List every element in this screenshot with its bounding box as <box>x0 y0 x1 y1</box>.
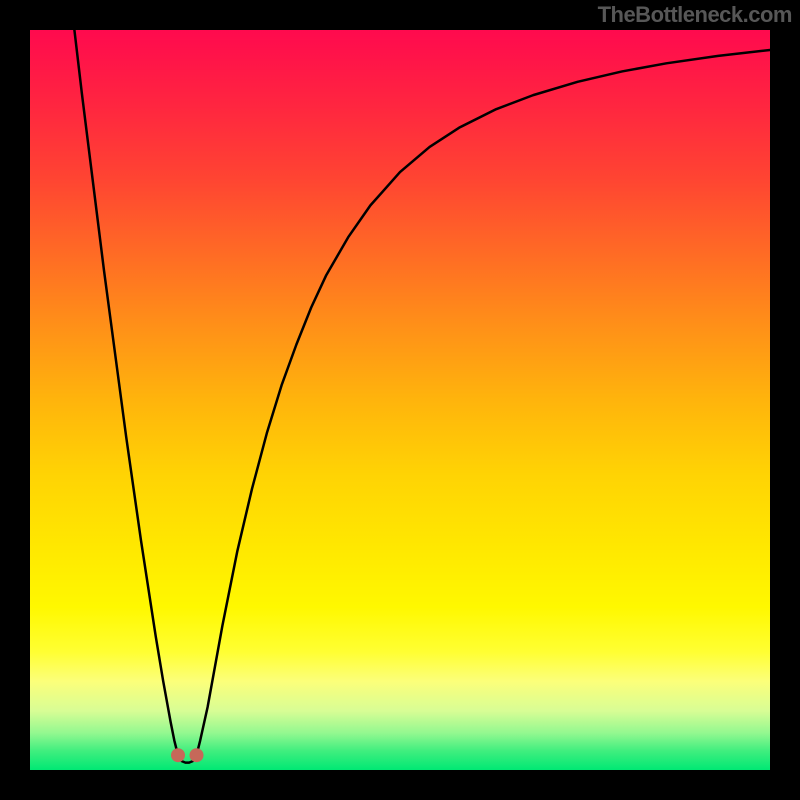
marker-dot <box>190 748 204 762</box>
watermark-text: TheBottleneck.com <box>598 2 792 28</box>
marker-dot <box>171 748 185 762</box>
plot-area <box>30 30 770 770</box>
chart-frame: TheBottleneck.com <box>0 0 800 800</box>
markers-layer <box>30 30 770 770</box>
